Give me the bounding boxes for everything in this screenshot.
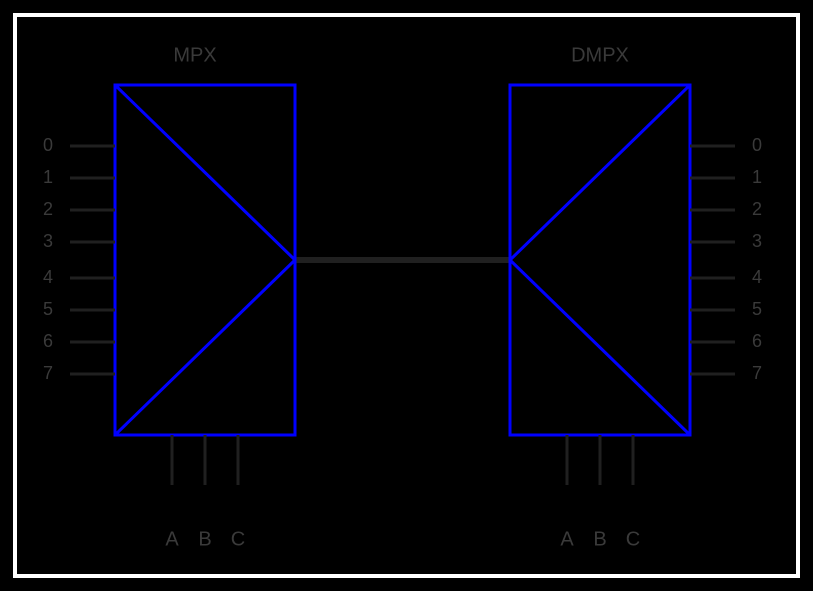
dmpx-select-label-1: B: [593, 528, 606, 550]
dmpx-outputs-label-2: 2: [752, 199, 762, 219]
dmpx-outputs-label-1: 1: [752, 167, 762, 187]
dmpx-outputs-label-3: 3: [752, 231, 762, 251]
mpx-inputs-label-6: 6: [43, 331, 53, 351]
mpx-title: MPX: [173, 44, 216, 66]
mpx-select-label-0: A: [165, 528, 179, 550]
mpx-inputs-label-5: 5: [43, 299, 53, 319]
dmpx-outputs-label-7: 7: [752, 363, 762, 383]
dmpx-outputs-label-4: 4: [752, 267, 762, 287]
mpx-select-label-1: B: [198, 528, 211, 550]
dmpx-outputs-label-0: 0: [752, 135, 762, 155]
mpx-inputs-label-1: 1: [43, 167, 53, 187]
mpx-inputs-label-2: 2: [43, 199, 53, 219]
mpx-inputs-label-7: 7: [43, 363, 53, 383]
dmpx-outputs-label-5: 5: [752, 299, 762, 319]
diagram-canvas: MPX01234567ABCDMPX01234567ABC: [0, 0, 813, 591]
mpx-inputs-label-0: 0: [43, 135, 53, 155]
dmpx-title: DMPX: [571, 44, 629, 66]
dmpx-outputs-label-6: 6: [752, 331, 762, 351]
mpx-inputs-label-4: 4: [43, 267, 53, 287]
mpx-select-label-2: C: [231, 528, 245, 550]
mpx-inputs-label-3: 3: [43, 231, 53, 251]
dmpx-select-label-2: C: [626, 528, 640, 550]
dmpx-select-label-0: A: [560, 528, 574, 550]
